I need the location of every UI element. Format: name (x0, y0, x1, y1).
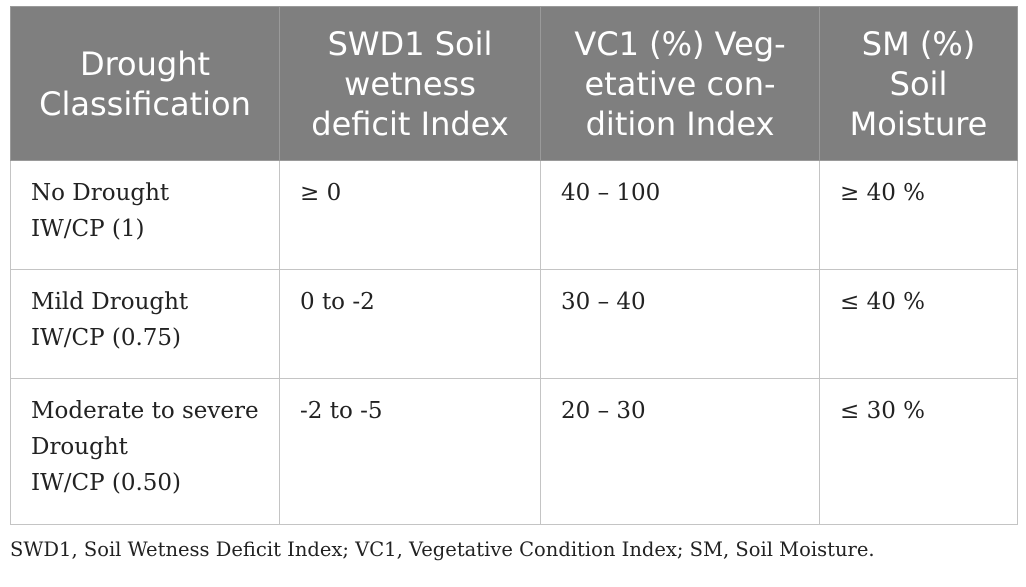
header-row: Drought Classification SWD1 Soil wetness… (10, 6, 1018, 161)
cell-swd1: -2 to -5 (279, 378, 541, 525)
table-footnote: SWD1, Soil Wetness Deficit Index; VC1, V… (10, 538, 875, 561)
table-row: Mild Drought IW/CP (0.75) 0 to -2 30 – 4… (10, 269, 1018, 379)
table-header: Drought Classification SWD1 Soil wetness… (10, 6, 1018, 161)
cell-vc1: 20 – 30 (540, 378, 820, 525)
cell-classification: Moderate to severe Drought IW/CP (0.50) (10, 378, 280, 525)
cell-vc1: 40 – 100 (540, 160, 820, 270)
cell-sm: ≤ 40 % (819, 269, 1018, 379)
cell-vc1: 30 – 40 (540, 269, 820, 379)
table-row: Moderate to severe Drought IW/CP (0.50) … (10, 378, 1018, 525)
header-sm: SM (%) Soil Moisture (819, 6, 1018, 161)
table-row: No Drought IW/CP (1) ≥ 0 40 – 100 ≥ 40 % (10, 160, 1018, 270)
header-swd1: SWD1 Soil wetness deficit Index (279, 6, 541, 161)
drought-classification-table: Drought Classification SWD1 Soil wetness… (10, 6, 1018, 525)
table-body: No Drought IW/CP (1) ≥ 0 40 – 100 ≥ 40 %… (10, 160, 1018, 525)
header-vc1: VC1 (%) Veg- etative con- dition Index (540, 6, 820, 161)
cell-swd1: ≥ 0 (279, 160, 541, 270)
cell-classification: No Drought IW/CP (1) (10, 160, 280, 270)
header-drought-classification: Drought Classification (10, 6, 280, 161)
cell-swd1: 0 to -2 (279, 269, 541, 379)
cell-sm: ≤ 30 % (819, 378, 1018, 525)
cell-classification: Mild Drought IW/CP (0.75) (10, 269, 280, 379)
cell-sm: ≥ 40 % (819, 160, 1018, 270)
drought-table-container: Drought Classification SWD1 Soil wetness… (10, 6, 1018, 525)
